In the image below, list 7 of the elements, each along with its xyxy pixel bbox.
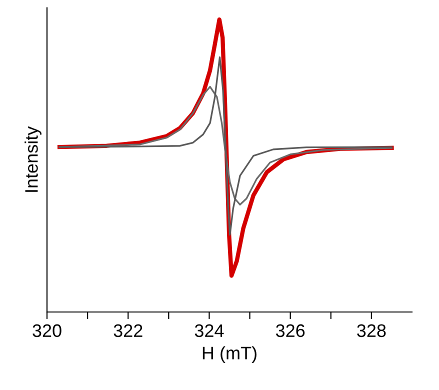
x-tick-label: 324 (194, 324, 224, 338)
x-tick-label: 326 (276, 324, 305, 338)
x-tick-label: 320 (32, 324, 62, 338)
x-tick-label: 322 (114, 324, 142, 338)
x-tick-label: 328 (357, 324, 386, 338)
y-axis-title: Intensity (24, 126, 42, 192)
x-axis-title: H (mT) (202, 346, 256, 364)
